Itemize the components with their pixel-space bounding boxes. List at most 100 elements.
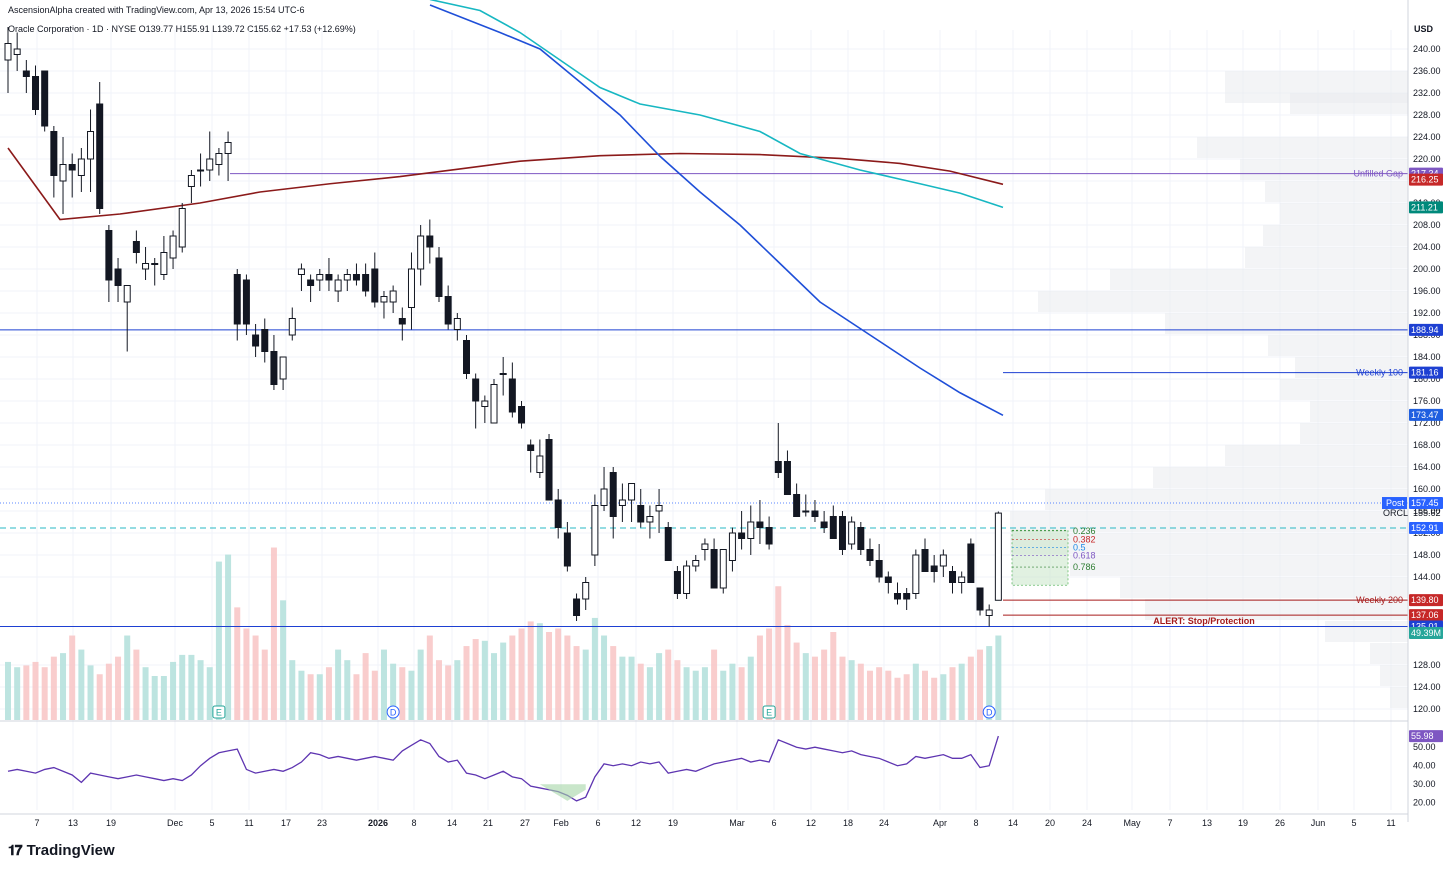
volume-bar: [124, 635, 131, 720]
candle-body: [921, 549, 929, 572]
volume-bar: [133, 649, 140, 720]
volume-bar: [986, 646, 993, 720]
price-tag-box: [1409, 497, 1443, 510]
candle-body: [783, 461, 791, 495]
volume-bar: [949, 667, 956, 720]
candle-body: [893, 593, 901, 600]
last-price-label: 155.62: [1413, 508, 1441, 518]
volume-bar: [179, 654, 186, 720]
volume-bar: [711, 649, 718, 720]
candle-body: [224, 142, 232, 154]
candle-body: [829, 516, 837, 539]
volume-bar: [225, 554, 232, 720]
candle-body: [664, 527, 672, 561]
x-tick-label: 17: [281, 818, 291, 828]
x-tick-label: 19: [1238, 818, 1248, 828]
volume-bar: [674, 660, 681, 720]
symbol-title[interactable]: Oracle Corporation · 1D · NYSE: [8, 24, 137, 34]
price-tag-box: [1409, 366, 1443, 379]
volume-bar: [977, 649, 984, 720]
volume-bar: [536, 623, 543, 720]
x-tick-label: 7: [1167, 818, 1172, 828]
price-tag-box: [1409, 594, 1443, 607]
profile-row: [1070, 555, 1408, 576]
price-tag-box: [1409, 609, 1443, 622]
volume-bar: [738, 667, 745, 720]
price-chart[interactable]: Unfilled Gap Weekly 100 Weekly 200 ALERT: S…: [0, 0, 1456, 835]
candle-body: [343, 274, 351, 281]
x-tick-label: 14: [1008, 818, 1018, 828]
volume-bar: [857, 663, 864, 720]
candle-body: [802, 510, 810, 513]
candle-body: [398, 318, 406, 325]
axes: USD120.00124.00128.00144.00148.00152.001…: [0, 0, 1441, 828]
volume-bar: [821, 649, 828, 720]
volume-bar: [922, 670, 928, 720]
profile-row: [1010, 511, 1408, 532]
candle-body: [600, 488, 608, 506]
candle-body: [325, 274, 333, 281]
candle-body: [444, 296, 452, 325]
y-tick-label: 200.00: [1413, 264, 1441, 274]
volume-bar: [325, 667, 332, 720]
earnings-marker-label: E: [766, 708, 772, 718]
y-tick-label: 232.00: [1413, 88, 1441, 98]
volume-bar: [353, 674, 360, 720]
candle-body: [930, 565, 938, 572]
candle-body: [618, 499, 626, 506]
candle-body: [233, 274, 241, 325]
candle-body: [875, 560, 883, 578]
price-tag-box: [1409, 173, 1443, 186]
ma-red-line: [7, 147, 1004, 221]
profile-row: [1370, 643, 1408, 664]
volume-bar: [316, 674, 323, 720]
price-tag-label: 139.80: [1411, 595, 1439, 605]
candle-body: [417, 235, 425, 270]
y-tick-label: 184.00: [1413, 352, 1441, 362]
volume-bar: [289, 660, 296, 720]
candle-body: [949, 571, 957, 583]
candle-body: [362, 274, 370, 292]
rsi-pane: 50.00 40.00 30.00 20.00: [7, 735, 1436, 808]
candle-body: [472, 378, 480, 402]
candle-body: [105, 230, 113, 281]
volume-bar: [555, 628, 562, 720]
profile-row: [1280, 203, 1408, 224]
x-tick-label: 11: [1386, 818, 1395, 828]
x-tick-label: 13: [68, 818, 78, 828]
tradingview-logo[interactable]: 𝟏𝟕 TradingView: [8, 842, 115, 859]
candle-body: [77, 158, 85, 176]
candle-body: [490, 384, 498, 424]
profile-row: [1225, 445, 1408, 466]
candle-body: [334, 279, 342, 292]
candle-body: [536, 455, 544, 473]
symbol-line: Oracle Corporation · 1D · NYSE O139.77 H…: [8, 24, 356, 34]
candle-body: [96, 103, 104, 209]
y-tick-label: 220.00: [1413, 154, 1441, 164]
volume-bar: [573, 646, 580, 720]
candle-body: [187, 175, 195, 187]
y-tick-label: 160.00: [1413, 484, 1441, 494]
volume-bar: [802, 653, 809, 720]
x-tick-label: 14: [447, 818, 457, 828]
volume-bar: [78, 649, 85, 720]
candle-body: [967, 543, 975, 583]
y-tick-label: 124.00: [1413, 682, 1441, 692]
profile-row: [1045, 489, 1408, 510]
y-tick-label: 156.00: [1413, 506, 1441, 516]
candle-body: [518, 406, 526, 424]
price-tag-label: 137.06: [1411, 610, 1439, 620]
candle-body: [132, 241, 140, 253]
candle-body: [435, 257, 443, 297]
x-tick-label: 19: [106, 818, 116, 828]
x-tick-label: 26: [1275, 818, 1285, 828]
volume-bar: [582, 649, 589, 720]
candle-body: [793, 494, 801, 517]
candle-body: [463, 340, 470, 374]
candle-body: [976, 587, 984, 611]
x-tick-label: 12: [806, 818, 816, 828]
dividend-marker: [982, 705, 996, 719]
candle-body: [857, 527, 865, 550]
volume-bar: [876, 667, 883, 720]
